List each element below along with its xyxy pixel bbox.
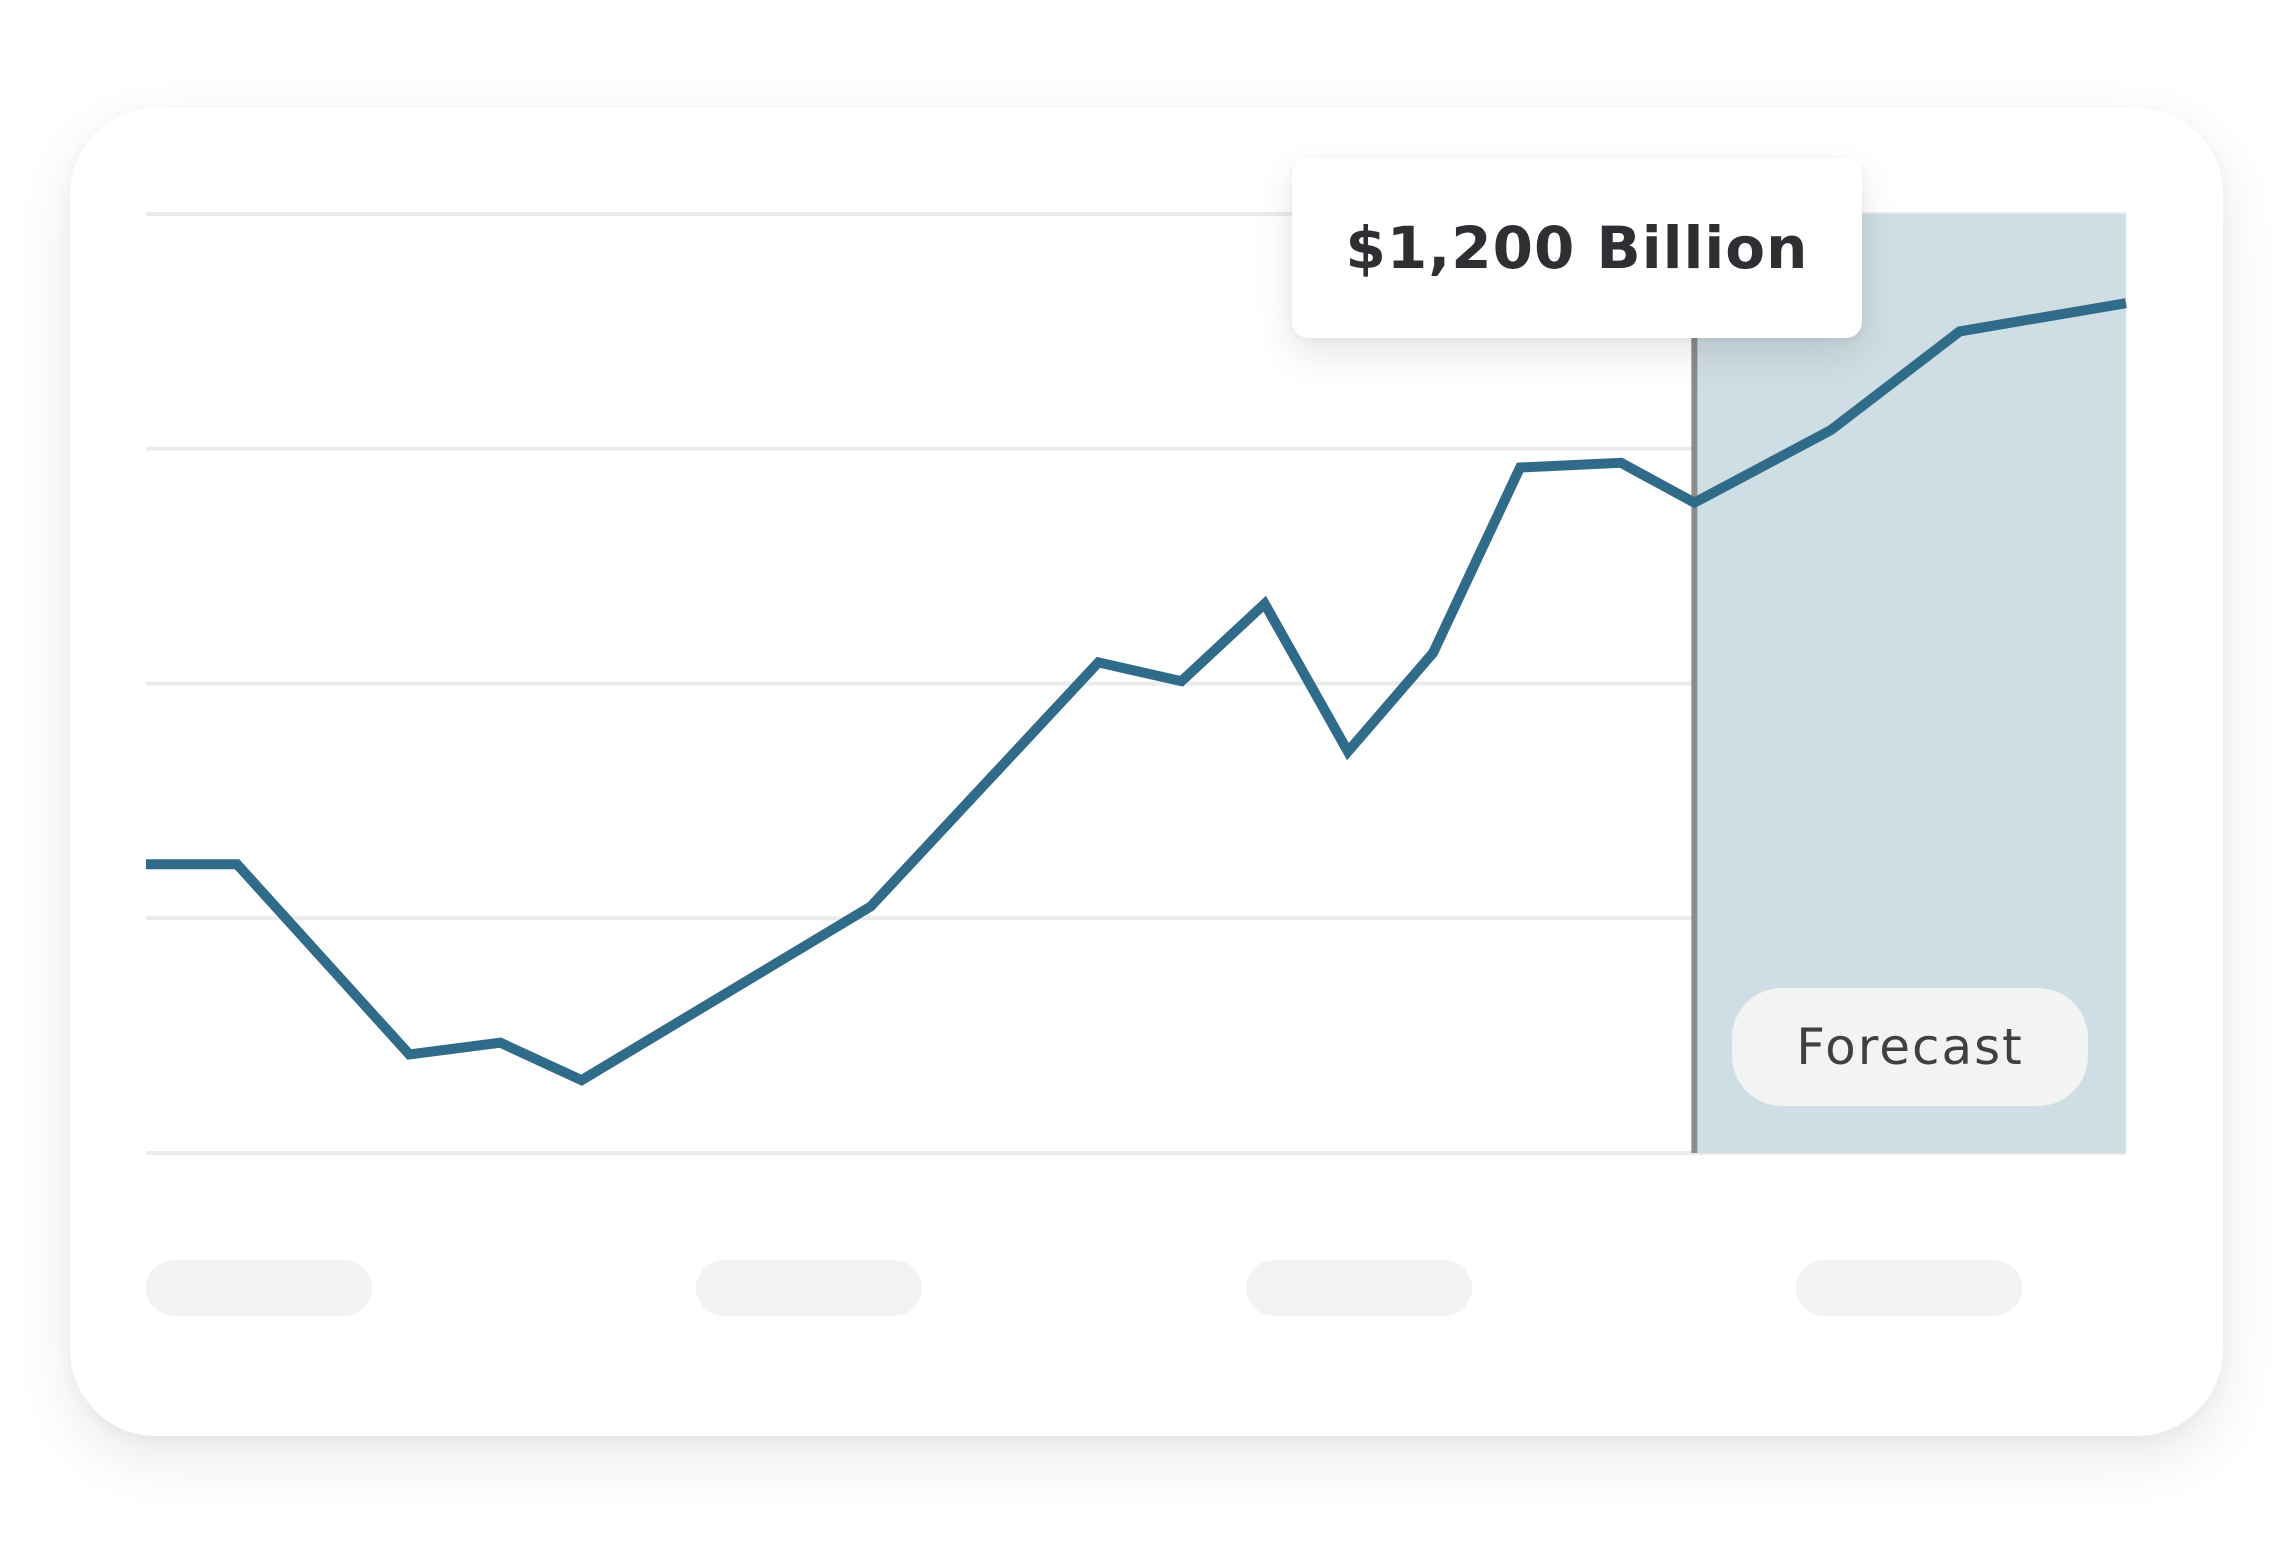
x-tick-placeholder-1 xyxy=(146,1260,372,1316)
value-tooltip: $1,200 Billion xyxy=(1292,158,1862,338)
forecast-label: Forecast xyxy=(1796,1018,2024,1076)
series-line xyxy=(146,298,2127,1086)
x-tick-placeholder-2 xyxy=(696,1260,922,1316)
tooltip-value: $1,200 Billion xyxy=(1345,214,1809,282)
forecast-badge: Forecast xyxy=(1732,988,2088,1106)
x-tick-placeholder-4 xyxy=(1796,1260,2022,1316)
x-tick-placeholder-3 xyxy=(1246,1260,1472,1316)
